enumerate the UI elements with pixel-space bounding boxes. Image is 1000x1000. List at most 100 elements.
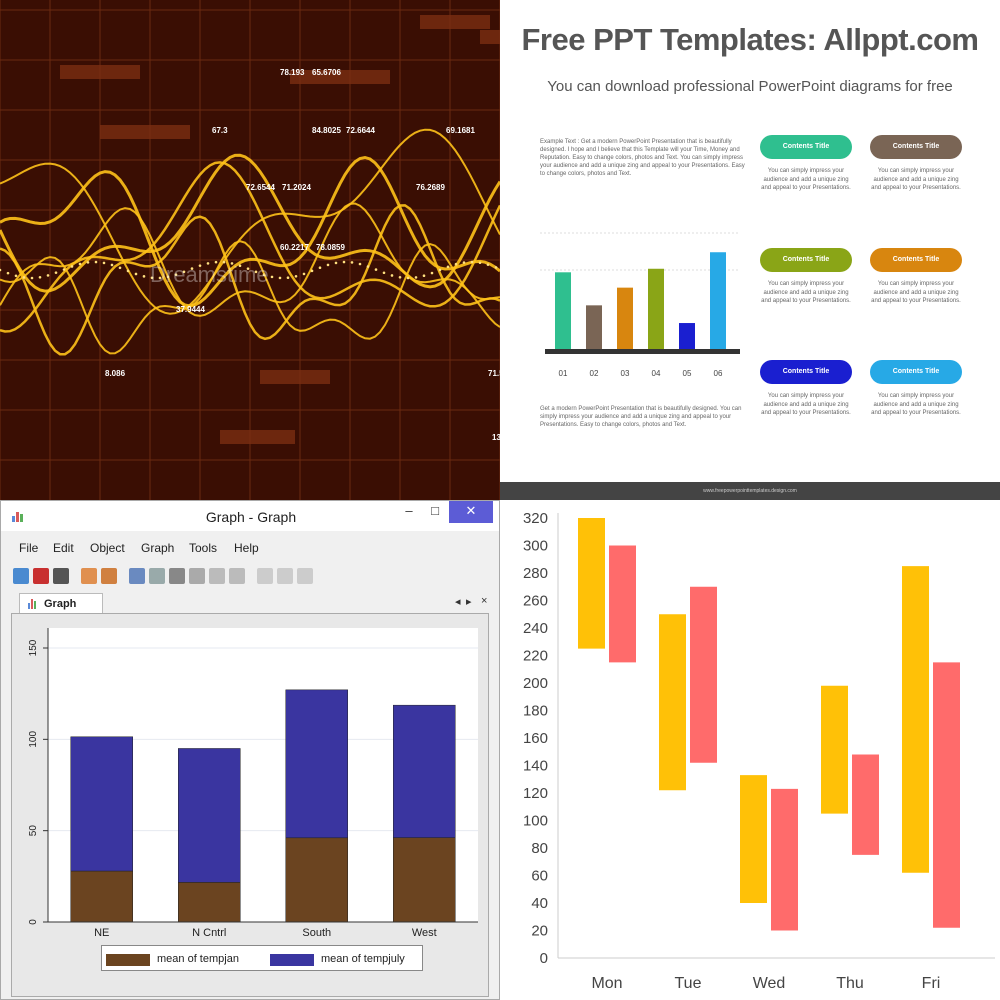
- data-dot: [70, 265, 74, 268]
- highlight-block: [100, 125, 190, 139]
- graph-editor-icon[interactable]: [129, 568, 145, 584]
- slide-title: Free PPT Templates: Allppt.com: [521, 22, 979, 57]
- slide-bar-chart: [540, 232, 740, 354]
- pause-icon[interactable]: [277, 568, 293, 584]
- data-dot: [246, 267, 250, 270]
- contents-desc: You can simply impress your audience and…: [761, 393, 851, 416]
- slide-subtitle: You can download professional PowerPoint…: [547, 78, 953, 95]
- bar-West-jan: [393, 837, 456, 923]
- slide-bar-label: 01: [558, 369, 568, 378]
- watermark: Dreamstime: [150, 262, 269, 287]
- data-dot: [78, 262, 82, 266]
- data-dot: [238, 264, 242, 268]
- text-icon[interactable]: [169, 568, 185, 584]
- data-lines-art: 78.193 65.6706 67.3 84.8025 72.6644 69.1681 72…: [0, 0, 500, 500]
- record-icon[interactable]: [257, 568, 273, 584]
- data-dot: [462, 261, 466, 264]
- slide-bar-01: [555, 272, 571, 349]
- menu-help[interactable]: Help: [234, 541, 259, 555]
- data-dot: [198, 264, 202, 267]
- legend: mean of tempjan mean of tempjuly: [101, 945, 423, 971]
- arrow-icon[interactable]: [189, 568, 205, 584]
- tab-prev-arrow[interactable]: ◂: [455, 596, 461, 608]
- y-tick-label: 80: [531, 840, 548, 857]
- contents-title-pill: Contents Title: [870, 135, 962, 159]
- value-label: 8.086: [105, 369, 126, 378]
- contents-title-pill: Contents Title: [870, 360, 962, 384]
- data-dot: [0, 268, 2, 272]
- value-label: 71.5: [488, 369, 500, 378]
- data-dot: [46, 274, 50, 277]
- floating-bar-panel: 0 20 40 60 80 100 120 140 160 180 200 220 240 260 280 3…: [500, 500, 1000, 1000]
- app-chart-icon: [12, 512, 23, 522]
- contents-desc: You can simply impress your audience and…: [871, 281, 961, 304]
- print-icon[interactable]: [53, 568, 69, 584]
- highlight-block: [260, 370, 330, 384]
- y-tick-label: 60: [531, 868, 548, 885]
- floating-bar-chart: 0 20 40 60 80 100 120 140 160 180 200 220 240 260 280 3…: [523, 510, 995, 992]
- data-dot: [190, 267, 194, 270]
- window-title: Graph - Graph: [205, 509, 297, 525]
- undo-icon[interactable]: [209, 568, 225, 584]
- legend-label-july: mean of tempjuly: [321, 953, 405, 965]
- graph-window: Graph - Graph – □ ✕ File Edit Object Gra…: [0, 500, 500, 1000]
- data-dot: [222, 260, 226, 264]
- data-dot: [110, 263, 114, 267]
- data-dot: [14, 274, 18, 278]
- slide-bar-label: 02: [589, 369, 599, 378]
- menu-file[interactable]: File: [19, 541, 39, 555]
- redo-icon[interactable]: [229, 568, 245, 584]
- value-label: 65.6706: [312, 68, 341, 77]
- data-dot: [326, 263, 330, 267]
- x-tick-label: Mon: [591, 975, 622, 992]
- x-tick-label: South: [302, 927, 331, 939]
- legend-label-jan: mean of tempjan: [157, 953, 239, 965]
- data-dot: [398, 276, 402, 279]
- tab-graph-label: Graph: [44, 598, 77, 610]
- y-tick-label: 220: [523, 648, 548, 665]
- x-tick-label: NE: [94, 927, 109, 939]
- x-tick-label: N Cntrl: [192, 927, 226, 939]
- data-dot: [318, 266, 322, 269]
- y-tick-label: 50: [28, 825, 39, 837]
- y-tick-label: 200: [523, 675, 548, 692]
- tab-graph[interactable]: Graph: [19, 593, 103, 614]
- maximize-button[interactable]: □: [431, 503, 439, 518]
- select-icon[interactable]: [149, 568, 165, 584]
- y-tick-label: 120: [523, 785, 548, 802]
- float-bar-Tue-2: [690, 586, 717, 763]
- y-tick-label: 100: [523, 813, 548, 830]
- value-label: 69.1681: [446, 126, 475, 135]
- paste-icon[interactable]: [101, 568, 117, 584]
- data-dot: [278, 276, 282, 280]
- data-wave-line: [0, 240, 500, 355]
- chart-baseline: [545, 349, 740, 354]
- copy-icon[interactable]: [81, 568, 97, 584]
- float-bar-Fri-1: [902, 566, 929, 873]
- close-button[interactable]: ✕: [449, 501, 493, 523]
- contents-desc: You can simply impress your audience and…: [871, 168, 961, 191]
- data-dot: [6, 271, 10, 275]
- menu-object[interactable]: Object: [90, 541, 125, 555]
- tab-close-x[interactable]: ×: [481, 595, 488, 607]
- highlight-block: [480, 30, 500, 44]
- open-icon[interactable]: [13, 568, 29, 584]
- value-label: 78.0859: [316, 243, 345, 252]
- menu-tools[interactable]: Tools: [189, 541, 218, 555]
- data-dot: [430, 271, 434, 275]
- data-dot: [406, 276, 410, 280]
- menu-graph[interactable]: Graph: [141, 541, 175, 555]
- minimize-button[interactable]: –: [405, 503, 413, 518]
- legend-swatch-july: [270, 954, 314, 966]
- float-bar-Mon-2: [609, 545, 636, 663]
- tab-next-arrow[interactable]: ▸: [466, 596, 472, 608]
- bar-NE-jan: [70, 870, 133, 923]
- bar-South-july: [285, 689, 348, 839]
- float-bar-Thu-2: [852, 754, 879, 855]
- x-tick-label: Fri: [922, 975, 941, 992]
- play-icon[interactable]: [297, 568, 313, 584]
- data-dot: [126, 269, 130, 273]
- save-icon[interactable]: [33, 568, 49, 584]
- menu-edit[interactable]: Edit: [53, 541, 74, 555]
- data-dot: [422, 274, 426, 277]
